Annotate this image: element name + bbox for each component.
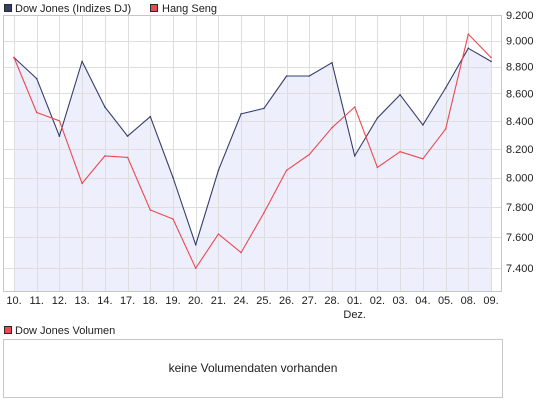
data-point-hang-seng [149, 209, 152, 211]
data-point-hang-seng [490, 56, 492, 59]
data-point-dow-jones [172, 176, 174, 179]
data-point-hang-seng [194, 267, 197, 270]
x-tick-label: 25. [256, 295, 271, 307]
data-point-hang-seng [331, 126, 333, 129]
x-tick-label: 28. [324, 295, 339, 307]
data-point-dow-jones [217, 169, 220, 172]
y-tick-label: 8.200 [506, 144, 534, 156]
x-tick-label: 09. [483, 295, 498, 307]
legend-label-dow-jones: Dow Jones (Indizes DJ) [15, 3, 131, 15]
data-point-hang-seng [353, 106, 356, 108]
legend-item-hang-seng: Hang Seng [150, 3, 217, 15]
no-volume-data-message: keine Volumendaten vorhanden [169, 361, 338, 375]
series-line-dow-jones [13, 47, 492, 246]
y-tick-label: 8.400 [506, 116, 534, 128]
data-point-hang-seng [376, 166, 379, 169]
legend: Dow Jones (Indizes DJ) Hang Seng [4, 3, 217, 15]
x-tick-label: 04. [415, 295, 430, 307]
y-tick-label: 8.000 [506, 173, 534, 185]
x-axis-labels: 10. 11. 12. 13. 14. 17. 18. 19. 20. 21. 24. 25. 26. 2… [6, 295, 498, 321]
data-point-dow-jones [240, 113, 242, 115]
data-point-dow-jones [467, 47, 470, 50]
y-tick-label: 8.600 [506, 88, 534, 100]
data-point-hang-seng [13, 56, 15, 59]
y-tick-label: 7.800 [506, 202, 534, 214]
x-tick-label: 03. [392, 295, 407, 307]
data-point-hang-seng [35, 111, 38, 114]
data-point-hang-seng [126, 156, 129, 159]
series-area-dow-jones [14, 48, 491, 292]
y-tick-label: 7.600 [506, 232, 534, 244]
data-point-hang-seng [104, 155, 106, 157]
x-tick-label: 26. [279, 295, 294, 307]
x-tick-label: 18. [143, 295, 158, 307]
data-point-hang-seng [285, 169, 288, 172]
area-layer [14, 48, 491, 292]
data-point-dow-jones [444, 87, 447, 89]
data-point-hang-seng [217, 233, 220, 235]
data-point-dow-jones [331, 61, 333, 64]
x-tick-label: 02. [370, 295, 385, 307]
y-tick-label: 8.800 [506, 62, 534, 74]
data-point-hang-seng [81, 182, 83, 185]
x-tick-label: 24. [233, 295, 248, 307]
x-tick-label: 11. [29, 295, 43, 307]
y-tick-label: 9.200 [506, 10, 534, 22]
data-point-hang-seng [172, 218, 174, 220]
data-point-dow-jones [126, 135, 129, 137]
x-tick-label: 10. [6, 295, 21, 307]
legend-label-hang-seng: Hang Seng [162, 3, 217, 15]
volume-panel: Dow Jones Volumen keine Volumendaten vor… [3, 325, 503, 398]
x-tick-label: 12. [52, 295, 67, 307]
y-tick-label: 9.000 [506, 36, 534, 48]
x-tick-label: 27. [302, 295, 317, 307]
data-point-dow-jones [263, 107, 265, 110]
data-point-dow-jones [35, 77, 38, 80]
data-point-dow-jones [308, 75, 311, 77]
data-point-dow-jones [81, 60, 83, 63]
x-tick-label: 17. [120, 295, 135, 307]
legend-swatch-hang-seng [150, 4, 158, 12]
data-point-hang-seng [444, 128, 447, 130]
x-tick-label: 05. [438, 295, 453, 307]
data-point-dow-jones [490, 60, 492, 63]
data-point-dow-jones [285, 75, 288, 77]
data-point-dow-jones [58, 135, 61, 137]
data-point-dow-jones [376, 117, 379, 119]
series-points [13, 33, 492, 270]
data-point-dow-jones [194, 244, 197, 246]
data-point-dow-jones [399, 94, 401, 96]
x-tick-label: 19. [165, 295, 180, 307]
data-point-dow-jones [422, 124, 424, 126]
plot-frame [3, 15, 502, 292]
data-point-dow-jones [353, 155, 356, 157]
data-point-hang-seng [308, 153, 311, 156]
legend-swatch-dow-jones [4, 4, 12, 12]
data-point-dow-jones [104, 106, 106, 108]
data-point-hang-seng [240, 251, 242, 254]
data-point-dow-jones [149, 115, 152, 118]
x-tick-label: 21. [211, 295, 226, 307]
series-lines [13, 33, 492, 269]
y-tick-label: 7.400 [506, 263, 534, 275]
plot-area [3, 15, 502, 292]
data-point-hang-seng [422, 158, 424, 160]
x-tick-label: 13. [74, 295, 89, 307]
volume-panel-frame [3, 339, 503, 398]
legend-item-dow-jones: Dow Jones (Indizes DJ) [4, 3, 131, 15]
data-point-hang-seng [467, 33, 470, 35]
x-tick-label: 14. [97, 295, 112, 307]
month-label: Dez. [343, 309, 366, 321]
x-tick-label: 20. [188, 295, 203, 307]
series-line-hang-seng [13, 33, 492, 269]
data-point-hang-seng [263, 212, 265, 214]
x-tick-label: 01. [347, 295, 362, 307]
volume-legend-swatch [4, 326, 12, 334]
data-point-hang-seng [58, 120, 61, 122]
volume-legend-label: Dow Jones Volumen [15, 325, 115, 337]
data-point-hang-seng [399, 150, 401, 153]
x-tick-label: 08. [461, 295, 476, 307]
y-axis-labels: 9.200 9.000 8.800 8.600 8.400 8.200 8.000 7.800… [506, 10, 534, 275]
